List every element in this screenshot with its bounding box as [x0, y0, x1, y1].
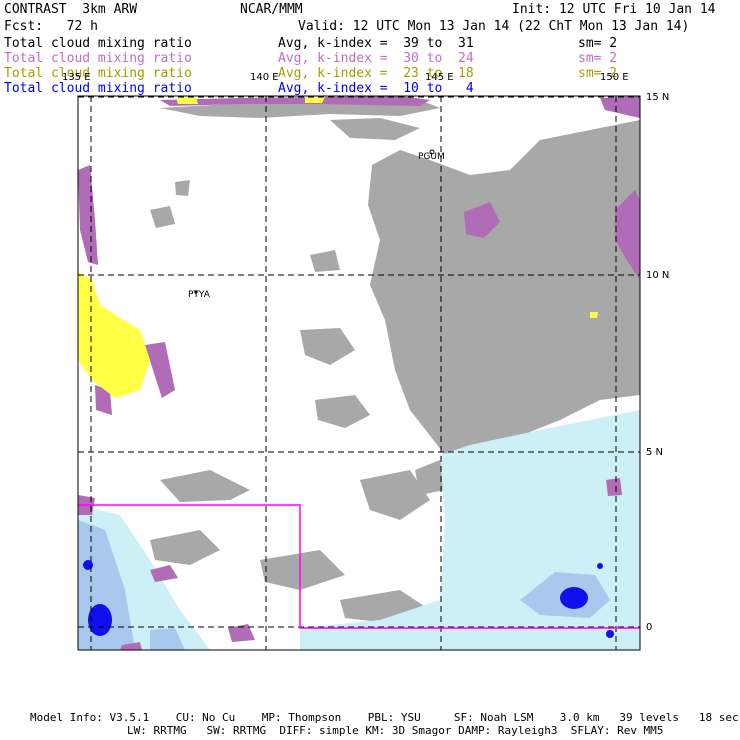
- lat-label: 0: [646, 622, 653, 633]
- field-avg: Avg, k-index = 23 to 18: [278, 66, 474, 81]
- field-smoothing: sm= 2: [578, 36, 618, 51]
- station-dot: [429, 149, 435, 155]
- field-avg: Avg, k-index = 30 to 24: [278, 51, 474, 66]
- station-dot: [194, 290, 198, 294]
- lon-label: 145 E: [425, 72, 454, 83]
- lon-label: 140 E: [250, 72, 279, 83]
- map-frame: [77, 95, 641, 651]
- station-label: PTYA: [188, 290, 210, 300]
- lat-label: 15 N: [646, 92, 670, 103]
- field-name: Total cloud mixing ratio: [4, 36, 192, 51]
- field-name: Total cloud mixing ratio: [4, 81, 192, 96]
- model-info-line2: LW: RRTMG SW: RRTMG DIFF: simple KM: 3D …: [127, 724, 664, 737]
- valid-time: Valid: 12 UTC Mon 13 Jan 14 (22 ChT Mon …: [298, 19, 690, 34]
- station-markers: [194, 149, 435, 294]
- field-avg: Avg, k-index = 39 to 31: [278, 36, 474, 51]
- lat-label: 10 N: [646, 270, 670, 281]
- field-name: Total cloud mixing ratio: [4, 51, 192, 66]
- cloud-shading: [78, 96, 640, 650]
- lat-label: 5 N: [646, 447, 664, 458]
- lon-label: 150 E: [600, 72, 629, 83]
- forecast-hour: Fcst: 72 h: [4, 19, 98, 34]
- init-time: Init: 12 UTC Fri 10 Jan 14: [512, 2, 716, 17]
- model-info-line1: Model Info: V3.5.1 CU: No Cu MP: Thompso…: [30, 711, 739, 724]
- field-smoothing: sm= 2: [578, 66, 618, 81]
- field-avg: Avg, k-index = 10 to 4: [278, 81, 474, 96]
- lat-lon-grid: [78, 96, 640, 650]
- lon-label: 135 E: [62, 72, 91, 83]
- inner-domain-outline: [78, 504, 640, 629]
- model-title: CONTRAST 3km ARW: [4, 2, 138, 17]
- org-label: NCAR/MMM: [240, 2, 303, 17]
- station-label: PGUM: [418, 152, 445, 162]
- field-smoothing: sm= 2: [578, 51, 618, 66]
- field-name: Total cloud mixing ratio: [4, 66, 192, 81]
